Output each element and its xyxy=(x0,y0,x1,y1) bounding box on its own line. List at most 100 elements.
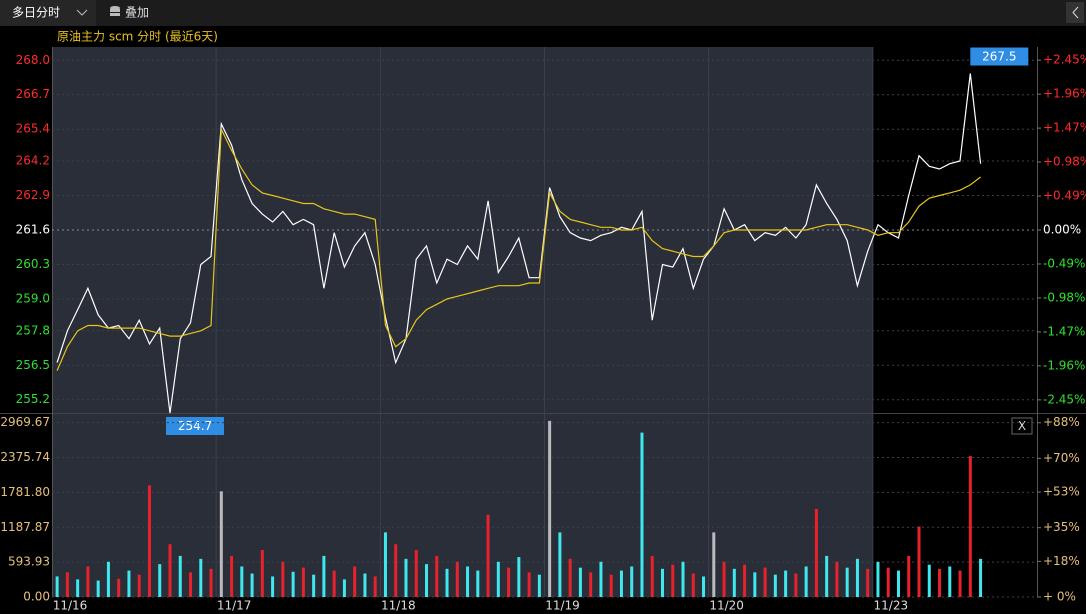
volume-bar xyxy=(76,579,80,597)
y-tick-label: 262.9 xyxy=(16,188,50,202)
volume-bar xyxy=(425,564,429,597)
low-label: 254.7 xyxy=(178,419,212,433)
volume-bar xyxy=(86,566,90,597)
volume-bar xyxy=(712,532,716,597)
volume-bar xyxy=(168,544,172,597)
volume-bar xyxy=(814,508,818,597)
volume-bar xyxy=(209,568,213,597)
volume-bar xyxy=(260,550,264,597)
low-label-box xyxy=(165,417,224,435)
x-tick-label: 11/16 xyxy=(53,599,88,613)
volume-bar xyxy=(65,572,69,597)
volume-bar xyxy=(691,573,695,597)
volume-bar xyxy=(342,579,346,597)
y2-tick-label: +1.47% xyxy=(1043,121,1086,135)
volume-bar xyxy=(476,570,480,597)
collapse-arrow[interactable] xyxy=(1072,6,1079,19)
y2-tick-label: +0.98% xyxy=(1043,155,1086,169)
volume-bar xyxy=(979,558,983,597)
overlay-icon[interactable] xyxy=(110,6,120,16)
y-tick-label: 1187.87 xyxy=(0,520,50,534)
high-label-box xyxy=(970,47,1029,66)
y2-tick-label: -0.49% xyxy=(1043,256,1085,270)
volume-bar xyxy=(414,550,418,597)
volume-bar xyxy=(558,532,562,597)
volume-bar xyxy=(353,566,357,597)
x-tick-label: 11/20 xyxy=(709,599,744,613)
close-icon[interactable]: X xyxy=(1018,419,1026,433)
y-tick-label: 259.0 xyxy=(16,291,50,305)
volume-bar xyxy=(373,576,377,597)
volume-bar xyxy=(681,561,685,597)
volume-bar xyxy=(763,567,767,597)
volume-bar xyxy=(496,561,500,597)
volume-bar xyxy=(96,580,100,597)
y2-tick-label: -1.47% xyxy=(1043,324,1085,338)
y2-tick-label: + 0% xyxy=(1043,590,1076,604)
y-tick-label: 266.7 xyxy=(16,87,50,101)
x-tick-label: 11/23 xyxy=(874,599,909,613)
volume-bar xyxy=(732,568,736,597)
y-tick-label: 256.5 xyxy=(16,358,50,372)
volume-bar xyxy=(137,574,141,597)
volume-bar xyxy=(671,564,675,597)
volume-bar xyxy=(578,567,582,597)
volume-bar xyxy=(158,564,162,597)
y2-tick-label: -2.45% xyxy=(1043,392,1085,406)
volume-bar xyxy=(876,561,880,597)
volume-bar xyxy=(240,566,244,597)
volume-bar xyxy=(938,568,942,597)
volume-bar xyxy=(835,561,839,597)
volume-bar xyxy=(568,558,572,597)
y2-tick-label: -0.98% xyxy=(1043,290,1085,304)
volume-bar xyxy=(404,558,408,597)
volume-bar xyxy=(312,574,316,597)
volume-bar xyxy=(548,420,552,597)
collapse-button[interactable] xyxy=(1066,2,1084,23)
close-volume[interactable] xyxy=(1011,417,1033,435)
volume-bar xyxy=(927,564,931,597)
volume-bar xyxy=(106,561,110,597)
volume-bar xyxy=(917,526,921,597)
volume-bar xyxy=(178,555,182,597)
y-tick-label: 593.93 xyxy=(8,555,50,569)
volume-bar xyxy=(896,570,900,597)
y-tick-label: 260.3 xyxy=(16,257,50,271)
volume-bar xyxy=(189,572,193,597)
y-tick-label: 2375.74 xyxy=(0,450,50,464)
history-background xyxy=(52,47,873,597)
volume-bar xyxy=(784,570,788,597)
chart-title: 原油主力 scm 分时 (最近6天) xyxy=(57,30,218,44)
mode-label[interactable]: 多日分时 xyxy=(12,6,60,20)
volume-bar xyxy=(383,532,387,597)
volume-bar xyxy=(743,564,747,597)
volume-bar xyxy=(640,432,644,597)
volume-bar xyxy=(219,491,223,597)
volume-bar xyxy=(855,558,859,597)
price-line xyxy=(56,73,982,414)
volume-bar xyxy=(630,566,634,597)
volume-bar xyxy=(753,572,757,597)
volume-bar xyxy=(619,570,623,597)
volume-bar xyxy=(968,456,972,597)
volume-bar xyxy=(486,514,490,597)
toolbar xyxy=(0,0,1086,26)
volume-bar xyxy=(773,574,777,597)
volume-bar xyxy=(250,573,254,597)
y2-tick-label: +35% xyxy=(1043,520,1080,534)
volume-bar xyxy=(271,576,275,597)
volume-bar xyxy=(507,567,511,597)
volume-bar xyxy=(886,567,890,597)
volume-bar xyxy=(722,561,726,597)
volume-bar xyxy=(599,561,603,597)
dropdown-arrow[interactable] xyxy=(76,9,88,16)
volume-bar xyxy=(230,555,234,597)
y2-tick-label: +18% xyxy=(1043,554,1080,568)
overlay-label[interactable]: 叠加 xyxy=(125,6,149,20)
volume-bar xyxy=(517,557,521,597)
volume-bar xyxy=(322,555,326,597)
y-tick-label: 255.2 xyxy=(16,392,50,406)
volume-bar xyxy=(301,567,305,597)
